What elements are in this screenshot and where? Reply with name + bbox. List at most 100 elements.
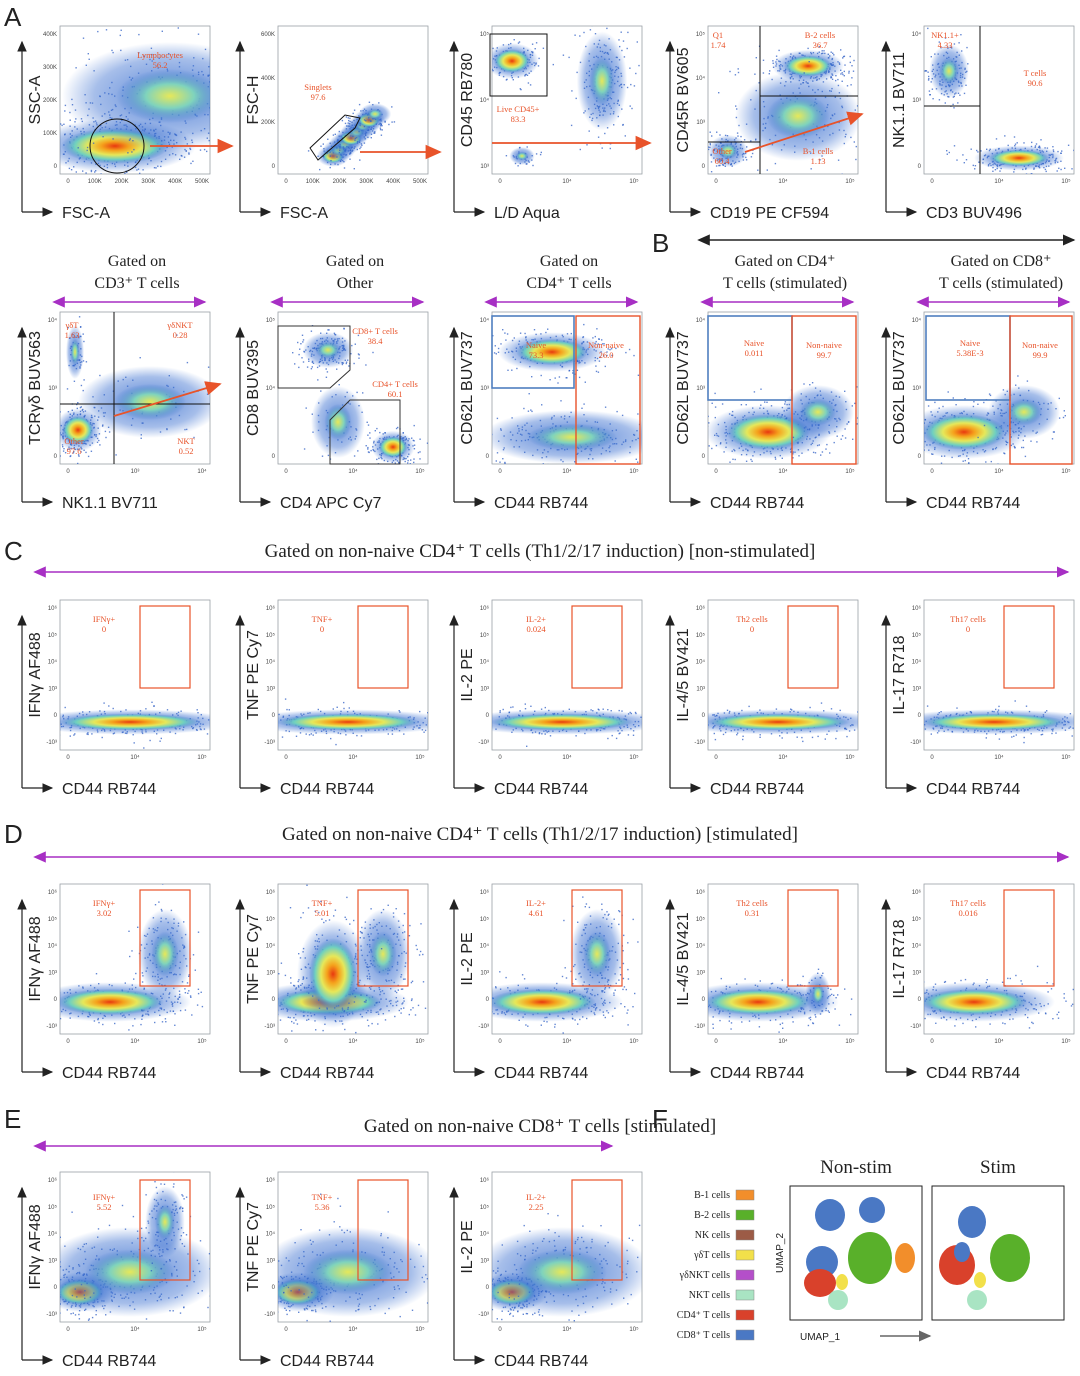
- event-dot: [746, 404, 747, 405]
- event-dot: [693, 449, 694, 450]
- event-dot: [51, 424, 52, 425]
- event-dot: [535, 48, 536, 49]
- event-dot: [571, 125, 572, 126]
- event-dot: [622, 124, 623, 125]
- event-dot: [553, 64, 554, 65]
- event-dot: [41, 143, 42, 144]
- event-dot: [394, 468, 395, 469]
- event-dot: [623, 40, 624, 41]
- event-dot: [1017, 375, 1018, 376]
- y-tick-label: 10⁴: [480, 317, 490, 324]
- panel-header-line1: Gated on CD4⁺: [735, 253, 836, 270]
- density-core: [367, 109, 383, 120]
- event-dot: [635, 73, 636, 74]
- event-dot: [54, 425, 55, 426]
- x-tick-label: 10⁵: [845, 178, 855, 185]
- event-dot: [230, 119, 231, 120]
- event-dot: [58, 409, 59, 410]
- event-dot: [380, 129, 381, 130]
- event-dot: [29, 136, 30, 137]
- event-dot: [216, 73, 217, 74]
- y-tick-label: 10³: [912, 98, 921, 104]
- event-dot: [532, 165, 533, 166]
- event-dot: [53, 125, 54, 126]
- gate-percent: 60.4: [715, 156, 731, 166]
- event-dot: [709, 445, 710, 446]
- event-dot: [31, 132, 32, 133]
- event-dot: [763, 60, 764, 61]
- event-dot: [1023, 142, 1024, 143]
- event-dot: [326, 368, 327, 369]
- event-dot: [844, 71, 845, 72]
- event-dot: [1015, 144, 1016, 145]
- event-dot: [232, 73, 233, 74]
- event-dot: [711, 171, 712, 172]
- event-dot: [1014, 447, 1015, 448]
- event-dot: [754, 74, 755, 75]
- y-tick-label: 0: [272, 164, 276, 170]
- event-dot: [507, 370, 508, 371]
- event-dot: [419, 439, 420, 440]
- event-dot: [368, 451, 369, 452]
- event-dot: [53, 161, 54, 162]
- event-dot: [1025, 456, 1026, 457]
- event-dot: [989, 393, 990, 394]
- event-dot: [234, 73, 235, 74]
- event-dot: [327, 139, 328, 140]
- event-dot: [842, 81, 843, 82]
- event-dot: [737, 132, 738, 133]
- event-dot: [87, 147, 88, 148]
- event-dot: [219, 72, 220, 73]
- gate-name: B-1 cells: [803, 146, 833, 156]
- event-dot: [809, 384, 810, 385]
- event-dot: [413, 458, 414, 459]
- event-dot: [913, 425, 914, 426]
- event-dot: [1068, 145, 1069, 146]
- event-dot: [486, 56, 487, 57]
- event-dot: [1060, 169, 1061, 170]
- event-dot: [312, 366, 313, 367]
- event-dot: [652, 100, 653, 101]
- x-tick-label: 10⁴: [994, 178, 1004, 185]
- event-dot: [120, 35, 121, 36]
- event-dot: [1064, 168, 1065, 169]
- event-dot: [764, 401, 765, 402]
- event-dot: [83, 333, 84, 334]
- event-dot: [815, 452, 816, 453]
- x-tick-label: 10⁵: [629, 178, 639, 185]
- event-dot: [276, 364, 277, 365]
- event-dot: [211, 383, 212, 384]
- event-dot: [990, 395, 991, 396]
- gate-name: Other: [64, 436, 84, 446]
- density-core: [114, 384, 186, 420]
- y-tick-label: 10³: [480, 386, 489, 392]
- event-dot: [882, 425, 883, 426]
- gate-percent: 97.6: [311, 92, 326, 102]
- event-dot: [319, 169, 320, 170]
- panel-header-line1: Gated on: [326, 253, 384, 270]
- event-dot: [349, 159, 350, 160]
- event-dot: [844, 64, 845, 65]
- event-dot: [234, 103, 235, 104]
- event-dot: [72, 130, 73, 131]
- event-dot: [236, 126, 237, 127]
- event-dot: [592, 337, 593, 338]
- x-tick-label: 10³: [131, 469, 140, 475]
- event-dot: [954, 43, 955, 44]
- event-dot: [799, 189, 800, 190]
- y-axis-label: SSC-A: [27, 75, 44, 124]
- event-dot: [701, 414, 702, 415]
- event-dot: [813, 452, 814, 453]
- event-dot: [221, 104, 222, 105]
- event-dot: [52, 426, 53, 427]
- x-tick-label: 400K: [168, 179, 182, 185]
- event-dot: [381, 135, 382, 136]
- x-tick-label: 10⁴: [562, 468, 572, 475]
- event-dot: [106, 29, 107, 30]
- event-dot: [834, 442, 835, 443]
- event-dot: [89, 59, 90, 60]
- x-tick-label: 10⁴: [778, 178, 788, 185]
- x-tick-label: 0: [930, 179, 934, 185]
- event-dot: [928, 78, 929, 79]
- event-dot: [731, 163, 732, 164]
